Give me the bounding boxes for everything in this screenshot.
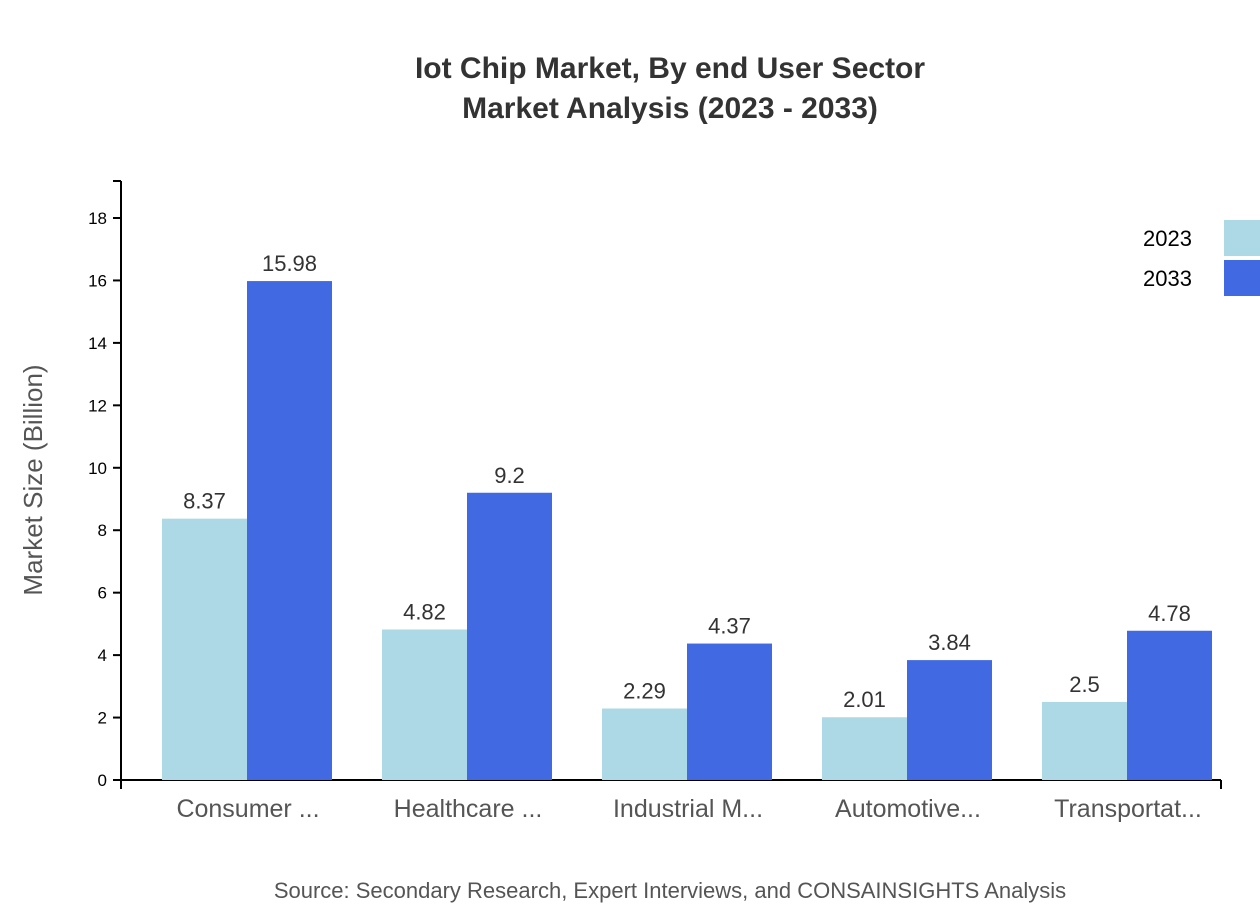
legend-swatch-2033 [1224,260,1260,296]
x-tick-label: Consumer ... [176,795,319,823]
bar-2033 [467,492,552,780]
bar-2033 [907,660,992,780]
bar-2033 [687,643,772,780]
data-label: 8.37 [183,489,226,514]
chart-title: Iot Chip Market, By end User Sector [414,52,926,85]
y-tick-label: 12 [88,396,107,415]
data-label: 15.98 [262,251,317,276]
y-tick-label: 2 [98,709,107,728]
data-label: 4.37 [708,614,751,639]
legend-label: 2033 [1143,266,1192,291]
x-tick-label: Automotive... [835,795,981,823]
bar-2023 [382,629,467,780]
y-tick-label: 10 [88,459,107,478]
bar-2023 [1042,701,1127,780]
x-tick-label: Transportat... [1054,795,1202,823]
data-label: 2.01 [843,687,886,712]
data-label: 2.5 [1069,672,1100,697]
y-tick-label: 0 [98,771,107,790]
legend-swatch-2023 [1224,220,1260,256]
y-tick-label: 6 [98,584,107,603]
y-tick-label: 4 [98,646,107,665]
x-tick-label: Healthcare ... [394,795,543,823]
data-label: 4.82 [403,600,446,625]
bar-2023 [822,717,907,780]
bar-2023 [602,708,687,780]
legend-label: 2023 [1143,226,1192,251]
y-tick-label: 18 [88,209,107,228]
y-tick-label: 16 [88,271,107,290]
y-tick-label: 14 [88,334,107,353]
x-tick-label: Industrial M... [613,795,763,823]
bar-2033 [247,281,332,780]
data-label: 9.2 [494,463,525,488]
data-label: 4.78 [1148,601,1191,626]
data-label: 2.29 [623,679,666,704]
source-note: Source: Secondary Research, Expert Inter… [273,878,1067,903]
chart-subtitle: Market Analysis (2023 - 2033) [462,92,878,125]
bar-2033 [1127,630,1212,780]
y-tick-label: 8 [98,521,107,540]
data-label: 3.84 [928,630,971,655]
bar-2023 [162,518,247,780]
y-axis-label: Market Size (Billion) [18,364,48,595]
